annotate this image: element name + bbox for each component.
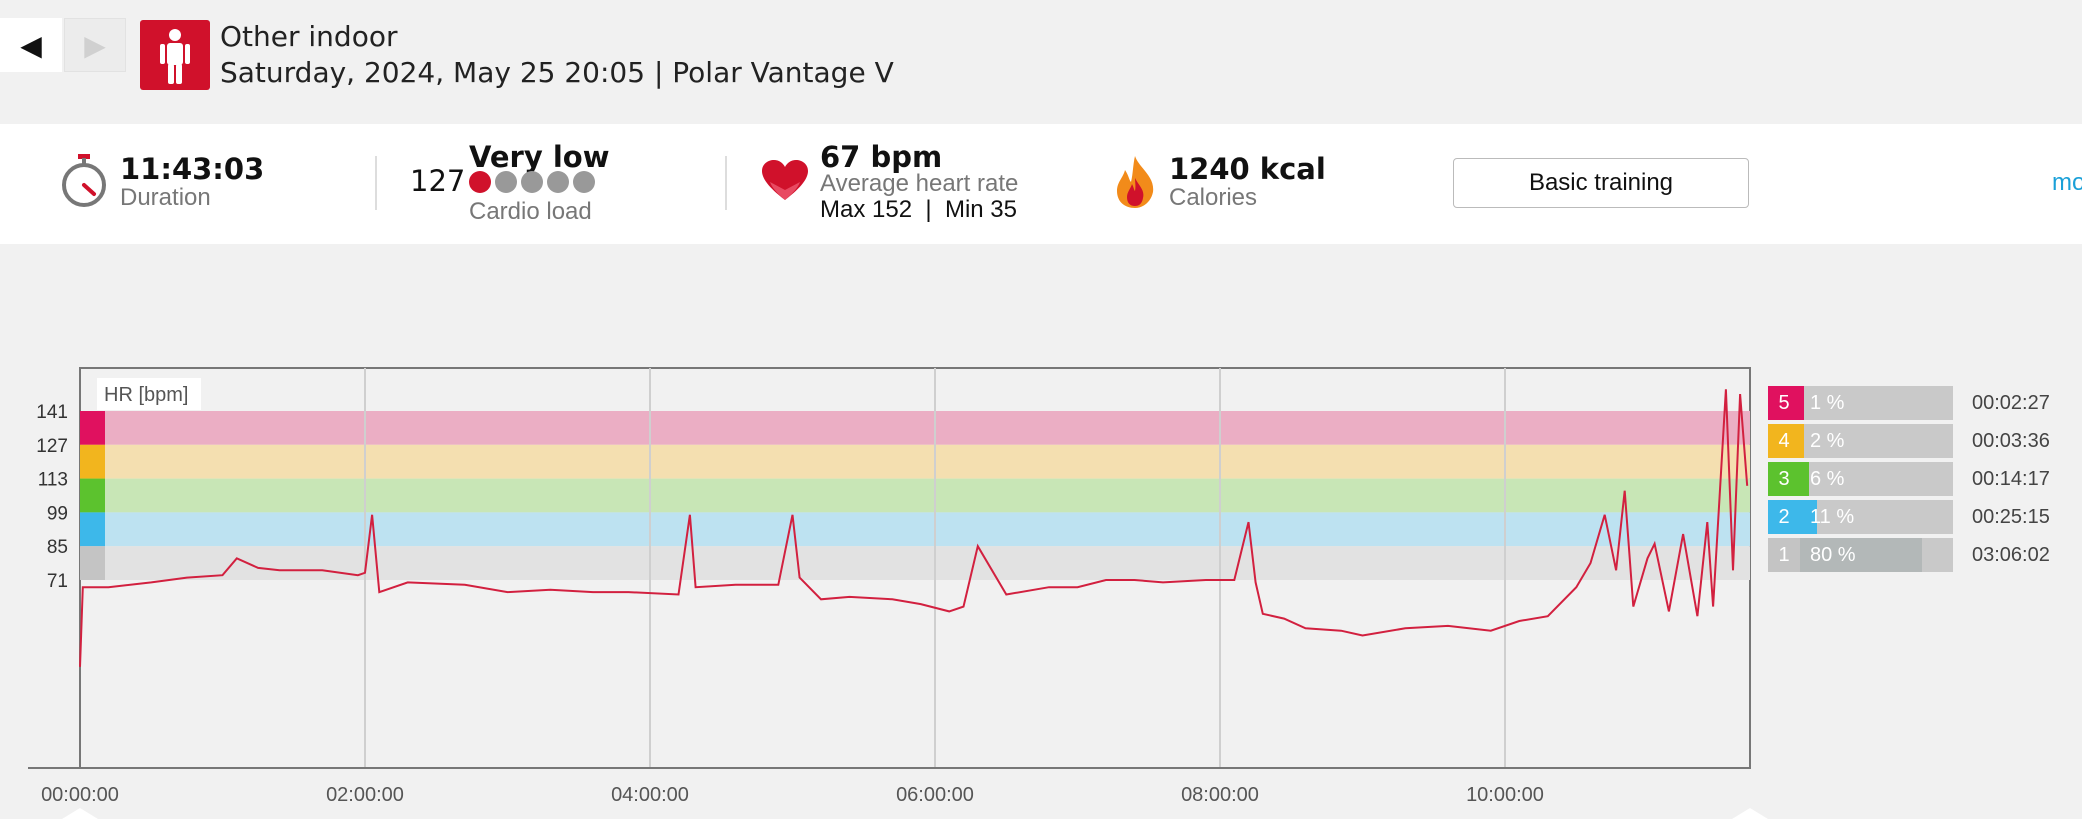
range-handle-left[interactable] bbox=[62, 808, 98, 819]
summary-strip: 11:43:03 Duration 127 Very low Cardio lo… bbox=[0, 124, 2082, 244]
calories-label: Calories bbox=[1169, 184, 1258, 211]
heart-icon bbox=[762, 160, 808, 207]
zone-row-4: 4 2 % bbox=[1768, 424, 1953, 458]
zone-percent: 1 % bbox=[1810, 392, 1845, 414]
zone-swatch-4 bbox=[80, 444, 105, 479]
zone-time: 00:14:17 bbox=[1972, 468, 2050, 490]
zone-time: 00:03:36 bbox=[1972, 430, 2050, 452]
y-axis: 141 127 113 99 85 71 bbox=[36, 402, 68, 592]
session-meta: Saturday, 2024, May 25 20:05 | Polar Van… bbox=[220, 56, 894, 89]
zone-swatch-2 bbox=[80, 512, 105, 547]
zone-bands bbox=[80, 411, 1750, 580]
y-tick-label: 141 bbox=[36, 402, 68, 423]
zone-row-2: 2 11 % bbox=[1768, 500, 1953, 534]
zone-bar-fill bbox=[1800, 538, 1923, 572]
zone-row-5: 5 1 % bbox=[1768, 386, 1953, 420]
cardio-dot-1 bbox=[469, 171, 491, 193]
zone-number: 3 bbox=[1768, 462, 1800, 496]
avg-hr-label: Average heart rate bbox=[820, 170, 1019, 197]
cardio-load-label: Cardio load bbox=[469, 198, 592, 225]
zone-number: 2 bbox=[1768, 500, 1800, 534]
divider bbox=[725, 156, 727, 210]
zone-band-5 bbox=[80, 411, 1750, 445]
zone-time: 00:02:27 bbox=[1972, 392, 2050, 414]
duration-value: 11:43:03 bbox=[120, 152, 265, 186]
person-icon bbox=[140, 20, 210, 90]
x-tick-label: 10:00:00 bbox=[1466, 784, 1544, 806]
zone-row-3: 3 6 % bbox=[1768, 462, 1953, 496]
hr-max-min: Max 152 | Min 35 bbox=[820, 196, 1017, 223]
cardio-dot-2 bbox=[495, 171, 517, 193]
zone-time: 03:06:02 bbox=[1972, 544, 2050, 566]
x-tick-label: 02:00:00 bbox=[326, 784, 404, 806]
zone-swatch-1 bbox=[80, 546, 105, 580]
x-tick-label: 04:00:00 bbox=[611, 784, 689, 806]
forward-button[interactable]: ▶ bbox=[64, 18, 126, 72]
zone-swatches bbox=[80, 411, 105, 580]
zone-percent: 6 % bbox=[1810, 468, 1845, 490]
zone-row-1: 1 80 % bbox=[1768, 538, 1953, 572]
sport-title: Other indoor bbox=[220, 20, 398, 53]
more-link[interactable]: mo bbox=[2052, 169, 2082, 196]
cardio-dot-4 bbox=[547, 171, 569, 193]
x-axis: 00:00:00 02:00:00 04:00:00 06:00:00 08:00:00… bbox=[41, 784, 1544, 806]
zone-bar-track bbox=[1800, 500, 1953, 534]
zone-band-4 bbox=[80, 444, 1750, 479]
legend-box bbox=[97, 378, 201, 410]
zone-band-2 bbox=[80, 512, 1750, 547]
zone-bar-track bbox=[1800, 424, 1953, 458]
zone-bar-fill bbox=[1800, 424, 1804, 458]
zone-band-3 bbox=[80, 478, 1750, 513]
zone-time: 00:25:15 bbox=[1972, 506, 2050, 528]
zone-swatch-5 bbox=[80, 411, 105, 445]
zone-number: 4 bbox=[1768, 424, 1800, 458]
zone-bar-fill bbox=[1800, 386, 1804, 420]
zone-number: 5 bbox=[1768, 386, 1800, 420]
zone-percent: 80 % bbox=[1810, 544, 1856, 566]
legend-label: HR [bpm] bbox=[104, 384, 188, 406]
cardio-dot-3 bbox=[521, 171, 543, 193]
y-tick-label: 71 bbox=[47, 571, 68, 592]
cardio-load-status: Very low bbox=[469, 140, 610, 174]
duration-label: Duration bbox=[120, 184, 211, 211]
cardio-dot-5 bbox=[573, 171, 595, 193]
calories-value: 1240 kcal bbox=[1169, 152, 1326, 186]
zone-band-1 bbox=[80, 546, 1750, 580]
x-tick-label: 08:00:00 bbox=[1181, 784, 1259, 806]
zone-swatch-3 bbox=[80, 478, 105, 513]
y-tick-label: 85 bbox=[47, 537, 68, 558]
zone-bar-fill bbox=[1800, 462, 1810, 496]
training-benefit-button[interactable]: Basic training bbox=[1453, 158, 1749, 208]
x-tick-label: 00:00:00 bbox=[41, 784, 119, 806]
y-tick-label: 99 bbox=[47, 503, 68, 524]
back-button[interactable]: ◀ bbox=[0, 18, 62, 72]
zone-bar-track bbox=[1800, 386, 1953, 420]
flame-icon bbox=[1115, 156, 1155, 213]
range-handle-right[interactable] bbox=[1732, 808, 1768, 819]
y-tick-label: 127 bbox=[36, 436, 68, 457]
x-tick-label: 06:00:00 bbox=[896, 784, 974, 806]
zone-percent: 2 % bbox=[1810, 430, 1845, 452]
avg-hr-value: 67 bpm bbox=[820, 140, 943, 174]
hr-series-line bbox=[79, 389, 1749, 667]
zone-bar-track bbox=[1800, 462, 1953, 496]
stopwatch-icon bbox=[60, 154, 108, 213]
divider bbox=[375, 156, 377, 210]
zone-percent: 11 % bbox=[1810, 506, 1855, 528]
y-tick-label: 113 bbox=[38, 470, 68, 491]
zone-bar-fill bbox=[1800, 500, 1817, 534]
zone-number: 1 bbox=[1768, 538, 1800, 572]
cardio-load-value: 127 bbox=[410, 164, 466, 198]
